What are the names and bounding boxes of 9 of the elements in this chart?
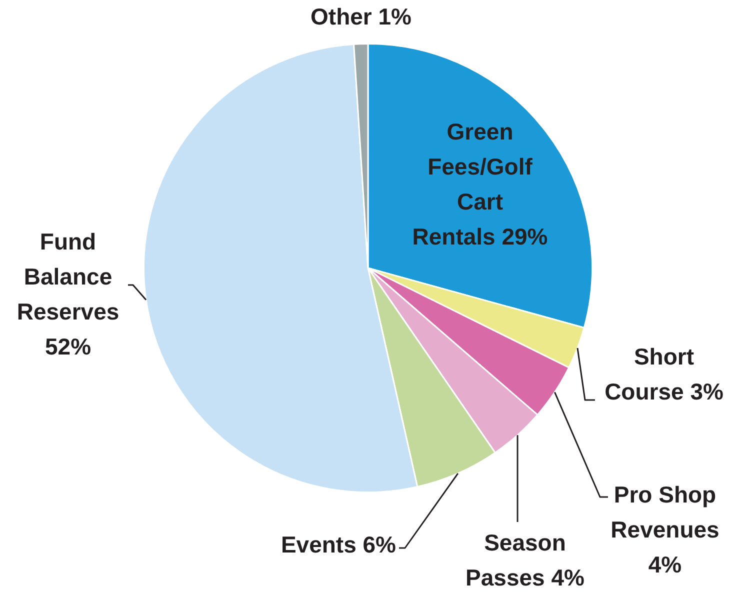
slice-label: Season Passes 4% [466, 529, 584, 590]
slice-label: Green Fees/Golf Cart Rentals 29% [412, 118, 548, 250]
slice-label: Short Course 3% [604, 343, 724, 404]
slice-label: Events 6% [280, 531, 396, 558]
slice-label: Other 1% [310, 3, 412, 30]
data-label: 4% [648, 551, 682, 578]
slice-label: Pro Shop Revenues [610, 481, 720, 542]
data-label: 52% [44, 333, 92, 360]
slice-label: Fund Balance Reserves [16, 228, 120, 324]
